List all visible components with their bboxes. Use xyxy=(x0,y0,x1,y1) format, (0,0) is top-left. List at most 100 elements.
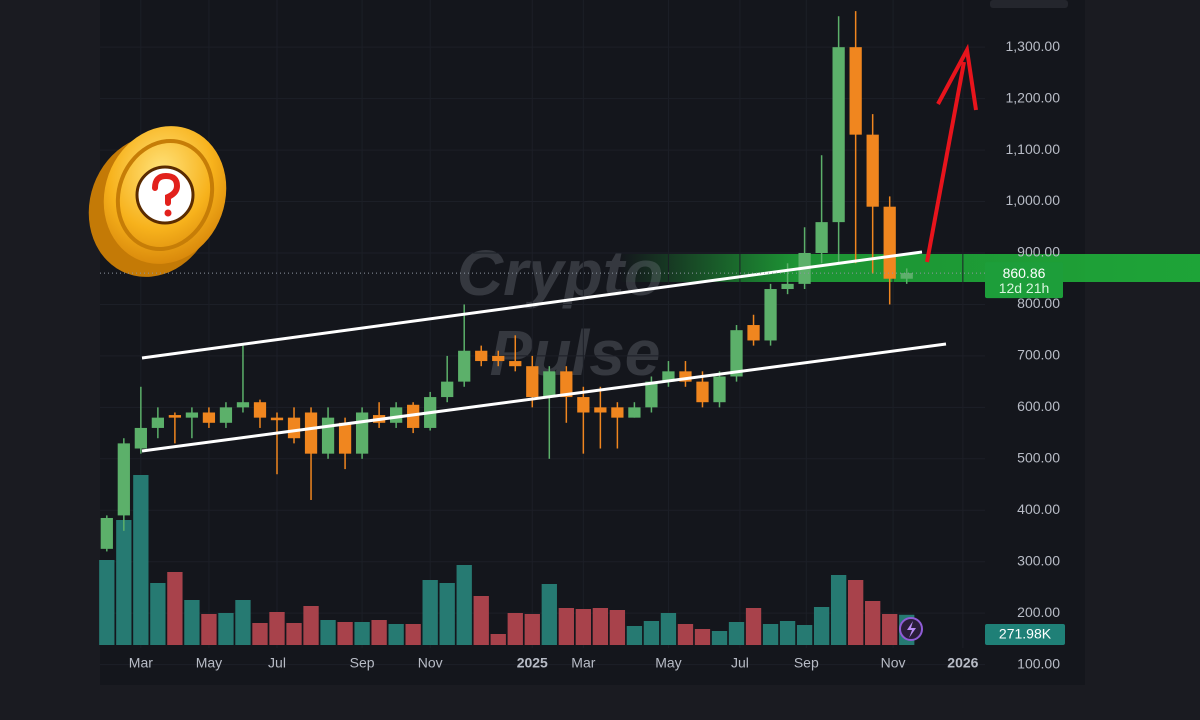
candle-body xyxy=(100,517,113,549)
candle-body xyxy=(832,47,845,223)
volume-bar xyxy=(320,620,336,645)
y-tick-label: 200.00 xyxy=(1017,604,1060,620)
volume-bar xyxy=(218,613,234,645)
volume-bar xyxy=(371,620,387,645)
candle-body xyxy=(390,407,403,423)
candle-body xyxy=(475,350,488,362)
volume-bar xyxy=(99,560,115,645)
y-tick-label: 700.00 xyxy=(1017,347,1060,363)
x-tick-label: 2025 xyxy=(517,655,548,671)
candle-body xyxy=(304,412,318,454)
arrow xyxy=(925,43,978,263)
volume-bar xyxy=(524,614,540,645)
x-tick-label: Mar xyxy=(571,655,595,671)
lightning-bolt[interactable] xyxy=(907,621,916,638)
volume-bar xyxy=(184,600,200,645)
candle-body xyxy=(696,381,709,403)
candle-body xyxy=(185,412,199,418)
coin-icon xyxy=(88,126,227,277)
volume-bar xyxy=(796,625,813,645)
candle-body xyxy=(287,417,301,439)
x-tick-label: 2026 xyxy=(947,655,978,671)
volume-bar xyxy=(490,634,506,645)
volume-bar xyxy=(252,623,268,645)
candle-body xyxy=(321,417,335,454)
toolbar-box xyxy=(990,0,1068,8)
channel-line xyxy=(141,342,947,453)
volume-bar xyxy=(388,624,404,645)
y-tick-label: 300.00 xyxy=(1017,552,1060,568)
candle-body xyxy=(270,417,284,421)
candle-body xyxy=(338,422,352,454)
y-tick-label: 800.00 xyxy=(1017,295,1060,311)
y-tick-label: 1,200.00 xyxy=(1006,89,1061,105)
candle-body xyxy=(730,330,743,377)
x-tick-label: May xyxy=(196,655,222,671)
volume-bar xyxy=(439,583,455,645)
candle-body xyxy=(492,355,505,362)
x-tick-label: Jul xyxy=(268,655,286,671)
candle-body xyxy=(815,222,828,253)
candle-body xyxy=(168,415,182,418)
candle-body xyxy=(645,381,658,408)
volume-bar xyxy=(337,622,353,645)
volume-bar xyxy=(865,601,881,645)
candle-body xyxy=(866,134,879,207)
question-mark xyxy=(152,172,181,206)
volume-bar xyxy=(473,596,489,645)
x-tick-label: Nov xyxy=(418,655,443,671)
question-dot xyxy=(164,209,172,217)
price-tag xyxy=(985,262,1063,299)
volume-bar xyxy=(269,612,285,645)
lightning-icon[interactable] xyxy=(899,617,923,641)
volume-bar xyxy=(745,608,762,645)
candle-body xyxy=(662,371,675,382)
coin-ring xyxy=(115,138,215,252)
y-tick-label: 500.00 xyxy=(1017,450,1060,466)
y-tick-label: 600.00 xyxy=(1017,398,1060,414)
candle-body xyxy=(764,289,777,341)
volume-bar xyxy=(507,613,523,645)
y-tick-label: 1,000.00 xyxy=(1006,192,1061,208)
volume-bar xyxy=(592,608,609,645)
volume-bar xyxy=(541,584,557,645)
volume-bar xyxy=(405,624,421,645)
volume-bar xyxy=(728,622,745,645)
candle-body xyxy=(781,283,794,290)
y-tick-label: 400.00 xyxy=(1017,501,1060,517)
volume-bar xyxy=(779,621,796,645)
candle-body xyxy=(849,47,862,135)
candle-body xyxy=(747,325,760,341)
volume-label: 271.98K xyxy=(999,626,1052,642)
candle-body xyxy=(219,407,233,423)
candle-body xyxy=(560,371,573,398)
candle-body xyxy=(594,407,607,413)
volume-bar xyxy=(354,622,370,645)
y-tick-label: 1,100.00 xyxy=(1006,141,1061,157)
volume-bar xyxy=(150,583,166,645)
volume-tag xyxy=(985,624,1065,645)
candle-body xyxy=(355,412,369,454)
channel-line xyxy=(141,250,923,360)
x-tick-label: May xyxy=(655,655,681,671)
volume-bar xyxy=(830,575,847,645)
volume-bar xyxy=(609,610,626,645)
candle-body xyxy=(526,366,539,398)
candle-body xyxy=(900,273,913,279)
candle-body xyxy=(679,371,692,382)
candle-body xyxy=(117,443,130,516)
axis-group: 100.00 200.00 300.00 400.00 500.00 600.00 700.… xyxy=(100,38,1065,671)
volume-bar xyxy=(116,520,132,645)
candle-body xyxy=(577,397,590,413)
volume-bar xyxy=(694,629,711,645)
volume-bar xyxy=(558,608,574,645)
y-tick-label: 100.00 xyxy=(1017,655,1060,671)
volume-bar xyxy=(201,614,217,645)
candle-body xyxy=(509,361,522,367)
volume-bar xyxy=(677,624,694,645)
x-tick-label: Nov xyxy=(881,655,906,671)
volume-group xyxy=(99,475,915,645)
volume-bar xyxy=(847,580,864,645)
countdown-label: 12d 21h xyxy=(999,280,1050,296)
